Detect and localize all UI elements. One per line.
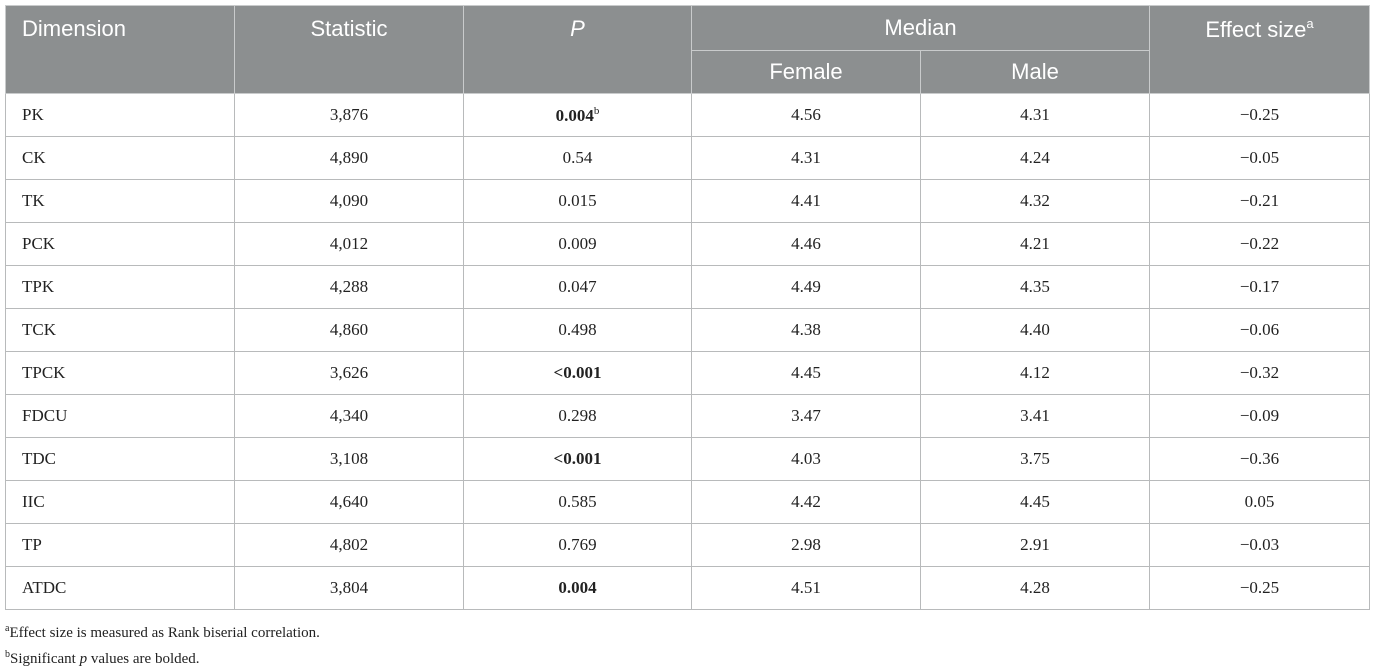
- table-row: IIC 4,640 0.585 4.42 4.45 0.05: [5, 480, 1370, 524]
- cell-median-male: 4.24: [920, 136, 1150, 180]
- header-statistic: Statistic: [234, 5, 464, 94]
- table-row: ATDC 3,804 0.004 4.51 4.28 −0.25: [5, 566, 1370, 610]
- header-p: P: [463, 5, 692, 94]
- cell-median-male: 2.91: [920, 523, 1150, 567]
- cell-p: 0.047: [463, 265, 692, 309]
- cell-median-female: 4.42: [691, 480, 921, 524]
- cell-dimension: TPK: [5, 265, 235, 309]
- cell-median-male: 4.31: [920, 93, 1150, 137]
- cell-dimension: IIC: [5, 480, 235, 524]
- cell-effect-size: −0.25: [1149, 93, 1370, 137]
- cell-median-female: 4.46: [691, 222, 921, 266]
- cell-dimension: TPCK: [5, 351, 235, 395]
- cell-effect-size: −0.22: [1149, 222, 1370, 266]
- cell-median-female: 4.45: [691, 351, 921, 395]
- cell-statistic: 3,804: [234, 566, 464, 610]
- cell-p: 0.298: [463, 394, 692, 438]
- cell-statistic: 3,108: [234, 437, 464, 481]
- table-row: FDCU 4,340 0.298 3.47 3.41 −0.09: [5, 394, 1370, 438]
- table-row: PCK 4,012 0.009 4.46 4.21 −0.22: [5, 222, 1370, 266]
- cell-median-female: 2.98: [691, 523, 921, 567]
- cell-effect-size: −0.06: [1149, 308, 1370, 352]
- cell-median-male: 3.41: [920, 394, 1150, 438]
- cell-median-female: 3.47: [691, 394, 921, 438]
- footnote-a: aEffect size is measured as Rank biseria…: [5, 623, 320, 641]
- cell-dimension: ATDC: [5, 566, 235, 610]
- cell-dimension: FDCU: [5, 394, 235, 438]
- cell-p: 0.769: [463, 523, 692, 567]
- table-row: TK 4,090 0.015 4.41 4.32 −0.21: [5, 179, 1370, 223]
- cell-median-male: 4.12: [920, 351, 1150, 395]
- cell-dimension: TP: [5, 523, 235, 567]
- cell-p: <0.001: [463, 437, 692, 481]
- table-row: TPCK 3,626 <0.001 4.45 4.12 −0.32: [5, 351, 1370, 395]
- cell-statistic: 4,340: [234, 394, 464, 438]
- cell-median-female: 4.56: [691, 93, 921, 137]
- cell-effect-size: −0.05: [1149, 136, 1370, 180]
- cell-statistic: 4,890: [234, 136, 464, 180]
- table-container: Dimension Statistic P Median Effect size…: [5, 5, 1370, 670]
- cell-effect-size: −0.09: [1149, 394, 1370, 438]
- cell-statistic: 4,012: [234, 222, 464, 266]
- cell-p: 0.54: [463, 136, 692, 180]
- cell-statistic: 4,090: [234, 179, 464, 223]
- results-table: Dimension Statistic P Median Effect size…: [5, 5, 1370, 610]
- cell-median-male: 4.45: [920, 480, 1150, 524]
- header-median: Median: [691, 5, 1150, 51]
- header-male: Male: [920, 50, 1150, 94]
- cell-effect-size: −0.36: [1149, 437, 1370, 481]
- cell-p: 0.585: [463, 480, 692, 524]
- header-female: Female: [691, 50, 921, 94]
- cell-statistic: 4,288: [234, 265, 464, 309]
- cell-dimension: TK: [5, 179, 235, 223]
- cell-median-female: 4.03: [691, 437, 921, 481]
- cell-median-male: 4.35: [920, 265, 1150, 309]
- cell-effect-size: −0.21: [1149, 179, 1370, 223]
- cell-median-female: 4.31: [691, 136, 921, 180]
- cell-median-male: 4.21: [920, 222, 1150, 266]
- footnotes: aEffect size is measured as Rank biseria…: [5, 618, 1369, 670]
- cell-dimension: TDC: [5, 437, 235, 481]
- cell-median-female: 4.51: [691, 566, 921, 610]
- table-row: TPK 4,288 0.047 4.49 4.35 −0.17: [5, 265, 1370, 309]
- table-row: PK 3,876 0.004b 4.56 4.31 −0.25: [5, 93, 1370, 137]
- table-row: TP 4,802 0.769 2.98 2.91 −0.03: [5, 523, 1370, 567]
- cell-dimension: CK: [5, 136, 235, 180]
- cell-p: 0.004: [463, 566, 692, 610]
- table-row: TCK 4,860 0.498 4.38 4.40 −0.06: [5, 308, 1370, 352]
- table-row: TDC 3,108 <0.001 4.03 3.75 −0.36: [5, 437, 1370, 481]
- footnote-b: bSignificant p values are bolded.: [5, 649, 200, 667]
- cell-p: 0.498: [463, 308, 692, 352]
- cell-dimension: PK: [5, 93, 235, 137]
- cell-effect-size: −0.25: [1149, 566, 1370, 610]
- cell-median-male: 4.28: [920, 566, 1150, 610]
- cell-median-male: 4.32: [920, 179, 1150, 223]
- cell-median-female: 4.41: [691, 179, 921, 223]
- header-dimension: Dimension: [5, 5, 235, 94]
- cell-statistic: 4,802: [234, 523, 464, 567]
- cell-p: <0.001: [463, 351, 692, 395]
- cell-statistic: 3,876: [234, 93, 464, 137]
- cell-median-female: 4.49: [691, 265, 921, 309]
- cell-median-male: 3.75: [920, 437, 1150, 481]
- cell-p: 0.009: [463, 222, 692, 266]
- cell-effect-size: −0.03: [1149, 523, 1370, 567]
- header-effect-size: Effect sizea: [1149, 5, 1370, 94]
- cell-median-male: 4.40: [920, 308, 1150, 352]
- cell-statistic: 4,860: [234, 308, 464, 352]
- cell-effect-size: −0.17: [1149, 265, 1370, 309]
- cell-effect-size: 0.05: [1149, 480, 1370, 524]
- cell-statistic: 3,626: [234, 351, 464, 395]
- cell-statistic: 4,640: [234, 480, 464, 524]
- cell-p: 0.004b: [463, 93, 692, 137]
- table-row: CK 4,890 0.54 4.31 4.24 −0.05: [5, 136, 1370, 180]
- cell-p: 0.015: [463, 179, 692, 223]
- cell-dimension: TCK: [5, 308, 235, 352]
- cell-median-female: 4.38: [691, 308, 921, 352]
- cell-dimension: PCK: [5, 222, 235, 266]
- cell-effect-size: −0.32: [1149, 351, 1370, 395]
